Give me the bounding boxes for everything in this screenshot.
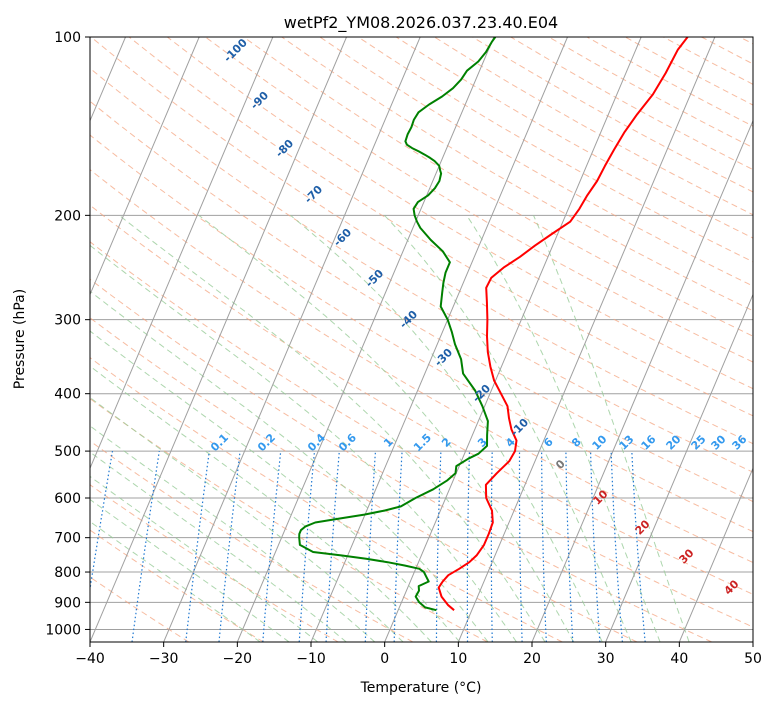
dry-adiabat-line [90, 398, 488, 642]
chart-title: wetPf2_YM08.2026.037.23.40.E04 [284, 13, 558, 33]
y-tick-label: 900 [54, 595, 81, 611]
dry-adiabat-line [90, 134, 753, 533]
y-axis-label: Pressure (hPa) [12, 289, 28, 389]
x-tick-label: −40 [75, 651, 105, 667]
isotherm-line [310, 37, 568, 642]
isotherm-line [90, 37, 274, 470]
isotherm-line [531, 119, 753, 642]
isotherm-line [90, 37, 347, 642]
isotherm-line [236, 37, 495, 642]
mixing-ratio-line [631, 451, 646, 642]
y-tick-label: 200 [54, 208, 81, 224]
isobar-grid [90, 37, 753, 630]
y-tick-label: 500 [54, 444, 81, 460]
y-axis-ticks: 100 200 300 400 500 600 700 800 900 1000 [45, 30, 90, 638]
dry-adiabat-line [243, 37, 753, 337]
x-axis-label: Temperature (°C) [360, 680, 482, 696]
dewpoint-line [298, 37, 497, 612]
x-tick-label: 40 [670, 651, 688, 667]
dry-adiabat-line [281, 37, 753, 312]
dry-adiabat-line [90, 241, 753, 628]
moist-adiabat-line [290, 214, 603, 642]
mixing-ratio-line [218, 451, 241, 642]
x-tick-label: −10 [296, 651, 326, 667]
isotherm-line [457, 37, 716, 642]
isotherm-grid [90, 37, 753, 642]
mixing-ratio-lines [90, 450, 646, 642]
isotherm-line [163, 37, 421, 642]
x-tick-label: 50 [744, 651, 762, 667]
dry-adiabat-line [90, 204, 753, 595]
mixing-ratio-line [90, 450, 114, 593]
moist-adiabat-line [90, 290, 489, 642]
dry-adiabat-line [90, 278, 712, 642]
x-tick-label: 10 [449, 651, 467, 667]
moist-adiabat-line [533, 215, 690, 642]
moist-adiabat-line [90, 451, 347, 642]
moist-adiabat-line [90, 396, 404, 642]
x-tick-label: 30 [597, 651, 615, 667]
y-tick-label: 600 [54, 491, 81, 507]
isotherm-line [678, 466, 753, 642]
plot-area: -100-90-80-70-60-50-40-30-20-100.1 0.2 0.4… [90, 37, 753, 642]
moist-adiabat-line [118, 214, 546, 642]
y-tick-label: 700 [54, 531, 81, 547]
y-tick-label: 800 [54, 565, 81, 581]
x-tick-label: 20 [523, 651, 541, 667]
dry-adiabat-line [90, 529, 264, 642]
moist-adiabat-line [90, 425, 376, 642]
x-axis-ticks: −40 −30 −20 −10 0 10 20 30 40 50 [75, 642, 762, 667]
y-tick-label: 1000 [45, 622, 81, 638]
x-tick-label: −30 [149, 651, 179, 667]
isotherm-line [605, 293, 753, 642]
mixing-ratio-line [298, 451, 316, 642]
moist-adiabats [90, 214, 690, 642]
y-tick-label: 400 [54, 387, 81, 403]
mixing-ratio-line [131, 451, 160, 642]
moist-adiabat-line [90, 498, 290, 642]
profile-series [298, 37, 689, 612]
isotherm-line [90, 37, 200, 296]
moist-adiabat-line [384, 214, 632, 642]
temperature-line [437, 37, 689, 611]
dry-adiabat-line [90, 100, 753, 503]
moist-adiabat-line [198, 214, 575, 642]
y-tick-label: 100 [54, 30, 81, 46]
plot-frame [89, 36, 754, 643]
y-tick-label: 300 [54, 313, 81, 329]
dry-adiabat-line [128, 37, 753, 417]
isotherm-line [384, 37, 642, 642]
moist-adiabat-line [90, 244, 517, 642]
x-tick-label: 0 [380, 651, 389, 667]
moist-adiabat-line [90, 365, 432, 642]
dry-adiabat-line [90, 357, 563, 642]
mixing-ratio-line [185, 451, 210, 642]
mixing-ratio-line [262, 451, 282, 642]
dry-adiabat-line [90, 484, 339, 642]
x-tick-label: −20 [223, 651, 253, 667]
